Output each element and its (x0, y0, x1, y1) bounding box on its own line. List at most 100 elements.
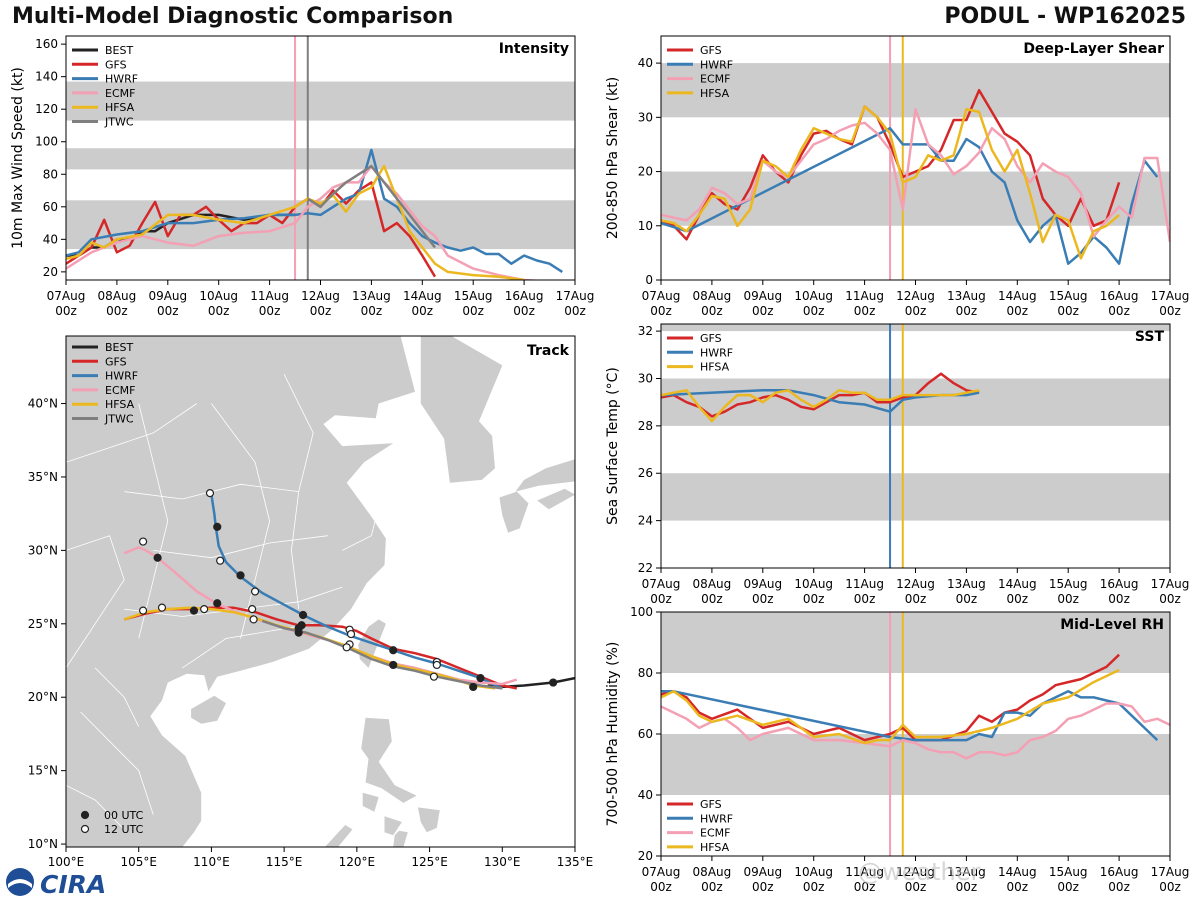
x-tick-label: 00z (803, 304, 825, 318)
y-tick-label: 80 (43, 167, 58, 181)
x-tick-label: 105°E (120, 855, 157, 869)
x-tick-label: 15Aug (1049, 865, 1088, 879)
marker-legend-12utc (80, 824, 90, 834)
storm-id-title: PODUL - WP162025 (944, 4, 1186, 29)
province-boundary (66, 784, 125, 830)
x-tick-label: 15Aug (1049, 289, 1088, 303)
legend-label-hfsa: HFSA (700, 87, 730, 100)
legend-label-hwrf: HWRF (105, 73, 138, 86)
shaded-band (661, 612, 1170, 673)
legend-label-ecmf: ECMF (700, 73, 730, 86)
x-tick-label: 00z (1057, 592, 1079, 606)
y-axis-label: 10m Max Wind Speed (kt) (10, 67, 26, 249)
fix-marker-00utc (389, 646, 398, 655)
fix-marker-12utc (157, 603, 167, 612)
province-boundary (66, 403, 198, 463)
y-tick-label: 100 (35, 135, 58, 149)
x-tick-label: 09Aug (148, 289, 187, 303)
x-tick-label: 10Aug (199, 289, 238, 303)
x-tick-label: 110°E (193, 855, 230, 869)
landmass-panay (384, 816, 402, 836)
y-tick-label: 140 (35, 70, 58, 84)
legend-label-ecmf: ECMF (700, 827, 730, 840)
cira-logo-text: CIRA (40, 870, 106, 899)
series-line-hfsa (661, 389, 980, 423)
x-tick-label: 00z (905, 880, 927, 894)
fix-marker-12utc (429, 672, 439, 681)
series-line-ecmf (661, 107, 1170, 243)
y-tick-label: 24 (638, 514, 653, 528)
x-tick-label: 07Aug (642, 865, 681, 879)
legend-label-hwrf: HWRF (700, 346, 733, 359)
x-tick-label: 00z (106, 304, 128, 318)
x-tick-label: 10Aug (794, 577, 833, 591)
plot-area (661, 612, 1170, 856)
series-line-jtwc (307, 164, 436, 249)
x-tick-label: 11Aug (250, 289, 289, 303)
y-tick-label: 40 (638, 56, 653, 70)
province-boundary (283, 374, 314, 610)
fix-marker-12utc (342, 643, 351, 652)
x-tick-label: 00z (752, 304, 774, 318)
landmass-samar (417, 807, 440, 833)
panel-track: 100°E 105°E 110°E 115°E 120°E 125°E 130°E 135°E… (28, 335, 594, 869)
province-boundary (94, 667, 140, 727)
landmass-palawan (324, 825, 353, 847)
y-tick-label: 10°N (28, 837, 58, 851)
cira-logo: CIRA (6, 868, 106, 899)
fix-marker-00utc (153, 553, 162, 562)
x-tick-label: 17Aug (556, 289, 595, 303)
marker-legend-00utc (80, 810, 90, 820)
series-line-ecmf (66, 164, 544, 280)
fix-marker-12utc (138, 606, 148, 615)
y-tick-label: 120 (35, 102, 58, 116)
x-tick-label: 15Aug (454, 289, 493, 303)
x-tick-label: 16Aug (1100, 865, 1139, 879)
shaded-band (661, 324, 1170, 332)
panel-title: Track (527, 343, 570, 359)
y-tick-label: 26 (638, 466, 653, 480)
landmass-mindoro (362, 792, 379, 812)
landmass-japan-kyushu (499, 491, 529, 533)
landmass-luzon (361, 717, 417, 803)
x-tick-label: 00z (956, 592, 978, 606)
series-line-hfsa (661, 105, 1120, 260)
x-tick-label: 00z (752, 592, 774, 606)
plot-area (661, 36, 1170, 280)
y-tick-label: 20 (638, 849, 653, 863)
legend-label-jtwc: JTWC (104, 116, 134, 129)
x-tick-label: 14Aug (998, 865, 1037, 879)
y-tick-label: 25°N (28, 617, 58, 631)
fix-marker-12utc (248, 605, 257, 614)
y-tick-label: 30°N (28, 543, 58, 557)
x-tick-label: 07Aug (47, 289, 86, 303)
marker-legend-label: 00 UTC (104, 809, 144, 822)
y-tick-label: 35°N (28, 470, 58, 484)
watermark: @weather (858, 858, 980, 886)
fix-marker-12utc (200, 605, 209, 614)
x-tick-label: 130°E (484, 855, 521, 869)
legend-label-best: BEST (105, 44, 133, 57)
series-line-gfs (661, 88, 1121, 241)
x-tick-label: 10Aug (794, 289, 833, 303)
x-tick-label: 00z (956, 880, 978, 894)
x-tick-label: 135°E (557, 855, 594, 869)
fix-marker-00utc (298, 610, 308, 620)
landmass-japan-shikoku (537, 488, 575, 510)
y-tick-label: 20°N (28, 690, 58, 704)
marker-legend-label: 12 UTC (104, 823, 144, 836)
fix-marker-12utc (432, 660, 441, 670)
fix-marker-12utc (250, 587, 260, 596)
fix-marker-00utc (476, 674, 485, 683)
y-tick-label: 40 (43, 232, 58, 246)
x-tick-label: 11Aug (845, 289, 884, 303)
x-tick-label: 00z (462, 304, 484, 318)
x-tick-label: 17Aug (1151, 289, 1190, 303)
shaded-band (661, 473, 1170, 521)
x-tick-label: 00z (905, 592, 927, 606)
series-line-gfs (661, 372, 980, 418)
